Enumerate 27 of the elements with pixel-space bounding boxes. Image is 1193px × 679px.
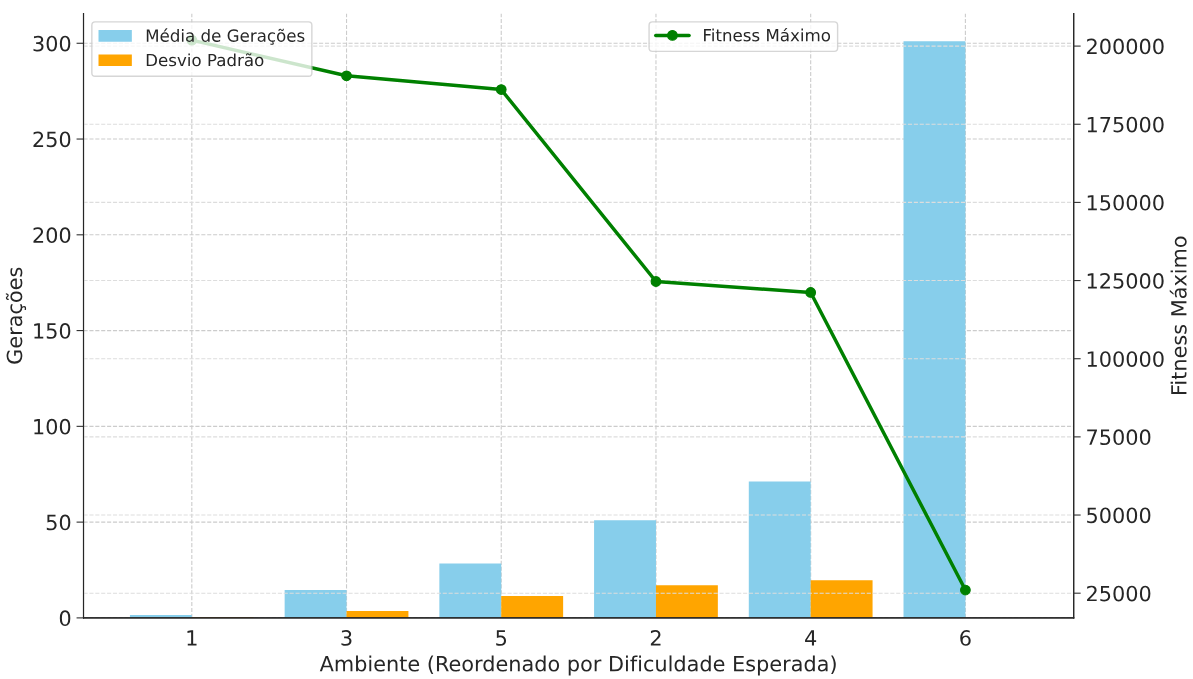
x-tick-label: 6 — [960, 630, 971, 646]
legend-label: Fitness Máximo — [704, 27, 831, 42]
x-axis-title: Ambiente (Reordenado por Dificuldade Esperada) — [319, 655, 836, 676]
x-tick-label: 2 — [650, 630, 661, 646]
y2-tick-label: 75000 — [1087, 429, 1151, 446]
y2-tick-label: 25000 — [1087, 585, 1151, 602]
y2-tick-label: 200000 — [1087, 38, 1164, 55]
y-tick-label: 250 — [33, 131, 71, 148]
y-axis-title: Gerações — [5, 267, 27, 364]
y2-axis-title: Fitness Máximo — [1169, 236, 1187, 395]
y-tick-label: 50 — [46, 514, 71, 531]
y2-tick-label: 50000 — [1087, 507, 1151, 524]
y-tick-label: 0 — [59, 610, 71, 627]
y2-tick-label: 125000 — [1087, 273, 1164, 289]
y-tick-label: 150 — [34, 323, 71, 339]
legend-label: Média de Gerações — [146, 28, 305, 45]
y-tick-label: 300 — [33, 35, 71, 52]
y2-tick-label: 150000 — [1087, 194, 1164, 211]
x-tick-label: 5 — [496, 630, 507, 646]
x-tick-label: 4 — [805, 630, 817, 646]
y2-tick-label: 100000 — [1087, 351, 1164, 367]
legend-label: Desvio Padrão — [146, 53, 264, 67]
y-tick-label: 100 — [34, 418, 71, 435]
y2-tick-label: 175000 — [1087, 116, 1164, 133]
y-tick-label: 200 — [33, 227, 71, 244]
x-tick-label: 3 — [341, 630, 352, 646]
x-tick-label: 1 — [187, 630, 197, 646]
